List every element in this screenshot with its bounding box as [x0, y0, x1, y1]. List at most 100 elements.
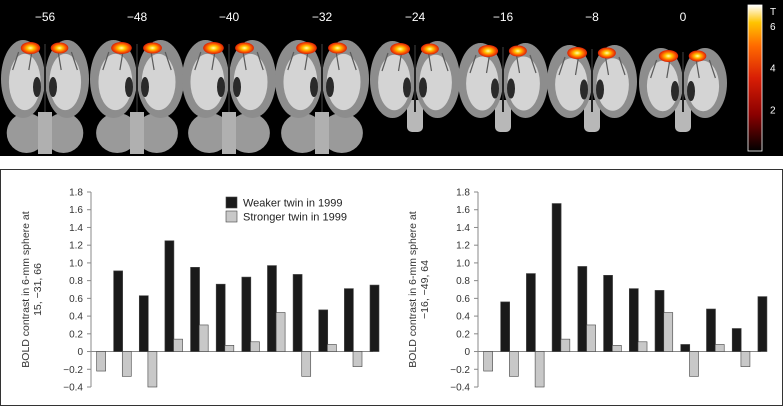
colorbar-bar — [747, 4, 763, 152]
ventricle-left — [33, 77, 41, 97]
activation-right — [328, 42, 347, 54]
y-tick-label: 1.0 — [69, 258, 83, 269]
bar-weaker-twin — [344, 288, 354, 352]
sulcus — [335, 51, 340, 71]
y-tick-label: 1.8 — [456, 188, 470, 199]
legend-label: Weaker twin in 1999 — [243, 198, 342, 210]
sulcus — [256, 51, 264, 71]
sulcus — [119, 51, 124, 71]
left-white-matter — [98, 53, 133, 111]
sulcus — [304, 51, 309, 71]
activation-left — [20, 42, 41, 54]
sulcus — [287, 51, 295, 71]
activation-right — [508, 45, 527, 57]
sulcus — [150, 51, 155, 71]
cerebellum-left — [281, 113, 324, 153]
y-axis-label-line: BOLD contrast in 6-mm sphere at — [407, 211, 419, 367]
y-tick-label: 0.6 — [456, 294, 470, 305]
y-tick-label: −0.2 — [450, 365, 470, 376]
left-white-matter — [190, 53, 225, 111]
y-tick-label: 1.8 — [69, 188, 83, 199]
right-white-matter — [141, 53, 176, 111]
brain-slice: −40 — [182, 10, 276, 154]
right-white-matter — [49, 53, 82, 111]
y-axis-label-line: 15, −31, 66 — [32, 263, 44, 316]
activation-right — [235, 42, 254, 54]
sulcus — [618, 56, 626, 76]
ventricle-right — [233, 77, 241, 97]
bar-weaker-twin — [731, 328, 742, 352]
left-white-matter — [555, 58, 588, 111]
activation-right — [50, 42, 69, 54]
sulcus — [695, 59, 700, 79]
sulcus — [242, 51, 247, 71]
brainstem — [675, 100, 691, 132]
activation-left — [567, 47, 588, 59]
bar-weaker-twin — [215, 283, 226, 352]
brainstem — [130, 112, 144, 154]
left-white-matter — [8, 53, 41, 111]
brain-slice: −32 — [275, 10, 369, 154]
brain-slices-panel: −56 −48 −40 −32 −24 −16 −8 0 T 6 4 2 — [0, 0, 783, 156]
bar-weaker-twin — [577, 266, 588, 352]
bar-chart-2: 1.8 1.6 1.4 1.2 1.0 0.8 0.6 0.4 0.2 0 −0.2 −0.4 BOLD… — [407, 188, 768, 394]
bar-stronger-twin — [327, 344, 337, 352]
colorbar-tick-label: 4 — [770, 64, 776, 75]
bar-stronger-twin — [352, 351, 363, 367]
ventricle-right — [507, 78, 515, 99]
brainstem — [584, 100, 600, 132]
colorbar: T 6 4 2 — [747, 4, 776, 152]
slice-label: −40 — [219, 10, 240, 24]
cerebellum-right — [43, 113, 84, 153]
colorbar-tick-label: 6 — [770, 22, 776, 33]
y-tick-label: 0.8 — [456, 276, 470, 287]
brainstem — [315, 112, 329, 154]
left-white-matter — [378, 54, 411, 111]
bar-stronger-twin — [275, 312, 286, 352]
y-axis-label: BOLD contrast in 6-mm sphere at15, −31, … — [20, 211, 44, 367]
bar-weaker-twin — [654, 290, 665, 352]
bar-weaker-twin — [757, 296, 768, 352]
ventricle-left — [217, 77, 225, 97]
slice-label: −8 — [585, 10, 599, 24]
brain-slice: −8 — [547, 10, 637, 132]
y-tick-label: 1.0 — [456, 258, 470, 269]
legend-swatch — [225, 210, 238, 223]
sulcus — [485, 54, 491, 74]
slice-label: −24 — [405, 10, 426, 24]
bar-weaker-twin — [292, 274, 303, 352]
sulcus — [70, 51, 78, 71]
bar-stronger-twin — [198, 324, 209, 352]
bar-weaker-twin — [164, 240, 175, 352]
ventricle-right — [687, 81, 695, 101]
bar-weaker-twin — [190, 267, 200, 352]
bar-stronger-twin — [611, 345, 622, 352]
sulcus — [194, 51, 202, 71]
bar-weaker-twin — [680, 344, 691, 352]
bar-weaker-twin — [628, 288, 639, 352]
sulcus — [574, 56, 580, 76]
y-tick-label: −0.4 — [450, 383, 470, 394]
sulcus — [708, 59, 716, 79]
bar-stronger-twin — [301, 351, 312, 377]
ventricle-left — [671, 81, 679, 101]
y-axis-label-line: BOLD contrast in 6-mm sphere at — [20, 211, 32, 367]
activation-right — [143, 42, 162, 54]
legend: Weaker twin in 1999 Stronger twin in 1999 — [225, 196, 347, 224]
y-tick-label: −0.2 — [63, 365, 83, 376]
bar-stronger-twin — [637, 341, 648, 352]
colorbar-title: T — [770, 7, 776, 18]
ventricle-left — [310, 77, 318, 97]
sulcus — [164, 51, 172, 71]
cerebellum-left — [6, 113, 47, 153]
bar-stronger-twin — [534, 351, 545, 388]
activation-right — [597, 47, 616, 59]
bar-stronger-twin — [224, 345, 235, 352]
ventricle-left — [125, 77, 133, 97]
sulcus — [102, 51, 110, 71]
activation-left — [111, 42, 132, 54]
left-white-matter — [646, 60, 679, 112]
right-white-matter — [687, 60, 720, 112]
y-tick-label: 0.8 — [69, 276, 83, 287]
sulcus — [397, 52, 403, 72]
